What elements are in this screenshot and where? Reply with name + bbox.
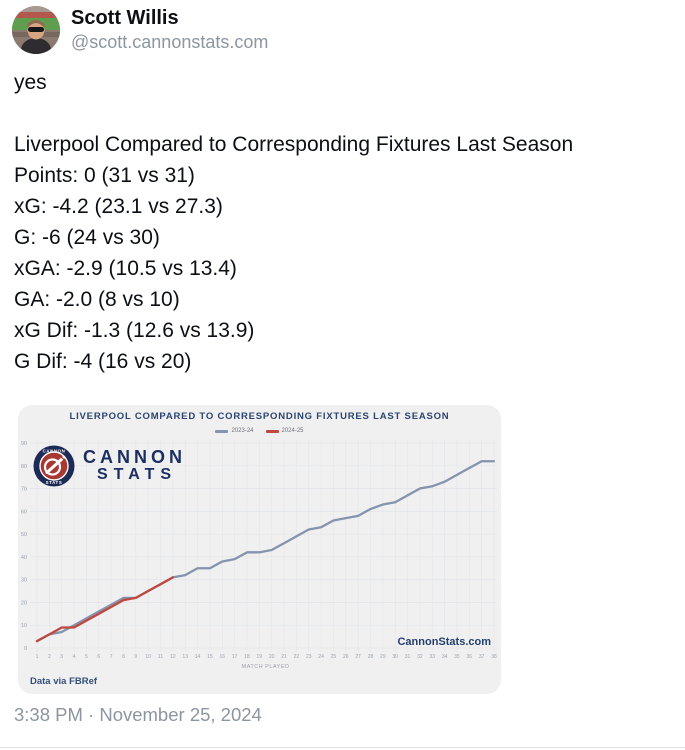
post-body-line: Liverpool Compared to Corresponding Fixt… — [14, 133, 574, 156]
post-body-line: yes — [14, 71, 47, 94]
svg-text:26: 26 — [343, 654, 349, 660]
chart-title: LIVERPOOL COMPARED TO CORRESPONDING FIXT… — [69, 411, 450, 422]
svg-text:13: 13 — [182, 654, 188, 660]
svg-text:CANNON: CANNON — [43, 448, 66, 453]
svg-text:28: 28 — [368, 654, 374, 660]
wordmark-line2: STATS — [97, 466, 178, 484]
svg-text:24: 24 — [318, 654, 324, 660]
post-header: Scott Willis @scott.cannonstats.com — [0, 0, 685, 54]
svg-text:23: 23 — [306, 654, 312, 660]
svg-text:60: 60 — [21, 509, 27, 515]
svg-text:22: 22 — [294, 654, 300, 660]
svg-text:32: 32 — [417, 654, 423, 660]
svg-text:11: 11 — [158, 654, 163, 660]
data-credit: Data via FBRef — [30, 676, 98, 687]
svg-text:25: 25 — [331, 654, 337, 660]
svg-text:35: 35 — [454, 654, 460, 660]
svg-text:4: 4 — [73, 654, 76, 660]
legend-item-2023-24: 2023-24 — [215, 428, 254, 434]
avatar[interactable] — [12, 6, 60, 54]
post-body-line: xG Dif: -1.3 (12.6 vs 13.9) — [14, 319, 255, 342]
svg-text:16: 16 — [219, 654, 225, 660]
svg-text:50: 50 — [21, 532, 27, 538]
legend-label-2023-24: 2023-24 — [231, 428, 254, 434]
post-body-line — [14, 98, 669, 129]
post-body-line: G: -6 (24 vs 30) — [14, 226, 160, 249]
svg-text:15: 15 — [207, 654, 213, 660]
svg-text:29: 29 — [380, 654, 386, 660]
svg-text:17: 17 — [232, 654, 238, 660]
svg-text:20: 20 — [21, 600, 27, 606]
post-body-line: xG: -4.2 (23.1 vs 27.3) — [14, 195, 223, 218]
svg-text:8: 8 — [122, 654, 125, 660]
svg-text:6: 6 — [97, 654, 100, 660]
svg-text:27: 27 — [355, 654, 361, 660]
svg-text:21: 21 — [281, 654, 287, 660]
svg-text:19: 19 — [257, 654, 263, 660]
svg-text:9: 9 — [134, 654, 137, 660]
svg-text:12: 12 — [170, 654, 176, 660]
svg-text:18: 18 — [244, 654, 250, 660]
svg-text:36: 36 — [467, 654, 473, 660]
svg-text:33: 33 — [429, 654, 435, 660]
cannon-stats-badge-icon: CANNON STATS — [33, 445, 75, 487]
legend-swatch-2023-24 — [215, 429, 229, 433]
svg-text:70: 70 — [21, 487, 27, 493]
svg-text:38: 38 — [491, 654, 497, 660]
post-body: yes Liverpool Compared to Corresponding … — [0, 54, 685, 377]
svg-text:80: 80 — [21, 464, 27, 470]
chart-embed[interactable]: 0 10 20 30 40 50 60 70 80 90 1 2 3 4 5 6 7 8 9 10 11 12 13 14 15… — [18, 405, 501, 694]
watermark: CannonStats.com — [397, 636, 491, 648]
svg-text:10: 10 — [145, 654, 151, 660]
svg-text:STATS: STATS — [46, 480, 63, 485]
avatar-image — [12, 6, 60, 54]
post-body-line: G Dif: -4 (16 vs 20) — [14, 350, 192, 373]
timestamp: 3:38 PM · November 25, 2024 — [14, 704, 262, 725]
post-body-line: GA: -2.0 (8 vs 10) — [14, 288, 180, 311]
author-block: Scott Willis @scott.cannonstats.com — [71, 6, 268, 54]
svg-text:90: 90 — [21, 441, 27, 447]
svg-text:14: 14 — [195, 654, 201, 660]
svg-text:10: 10 — [21, 623, 27, 629]
divider — [0, 747, 685, 748]
chart-legend: 2023-24 2024-25 — [18, 426, 501, 436]
legend-label-2024-25: 2024-25 — [281, 428, 304, 434]
svg-text:5: 5 — [85, 654, 88, 660]
svg-text:30: 30 — [21, 578, 27, 584]
cannon-stats-wordmark: CANNON STATS — [83, 448, 186, 484]
svg-text:1: 1 — [36, 654, 39, 660]
svg-text:3: 3 — [60, 654, 63, 660]
svg-text:7: 7 — [110, 654, 113, 660]
author-handle[interactable]: @scott.cannonstats.com — [71, 32, 269, 52]
svg-text:34: 34 — [442, 654, 448, 660]
svg-text:31: 31 — [405, 654, 411, 660]
svg-text:20: 20 — [269, 654, 275, 660]
post-body-line: xGA: -2.9 (10.5 vs 13.4) — [14, 257, 237, 280]
cannon-stats-logo: CANNON STATS CANNON STATS — [33, 445, 186, 487]
wordmark-line1: CANNON — [83, 447, 186, 468]
svg-text:40: 40 — [21, 555, 27, 561]
svg-text:37: 37 — [479, 654, 485, 660]
svg-text:0: 0 — [24, 646, 27, 652]
svg-text:MATCH PLAYED: MATCH PLAYED — [242, 664, 290, 670]
svg-text:2: 2 — [48, 654, 51, 660]
svg-text:30: 30 — [392, 654, 398, 660]
author-name[interactable]: Scott Willis — [71, 7, 179, 29]
post-body-line: Points: 0 (31 vs 31) — [14, 164, 195, 187]
legend-item-2024-25: 2024-25 — [265, 428, 304, 434]
legend-swatch-2024-25 — [265, 429, 279, 433]
